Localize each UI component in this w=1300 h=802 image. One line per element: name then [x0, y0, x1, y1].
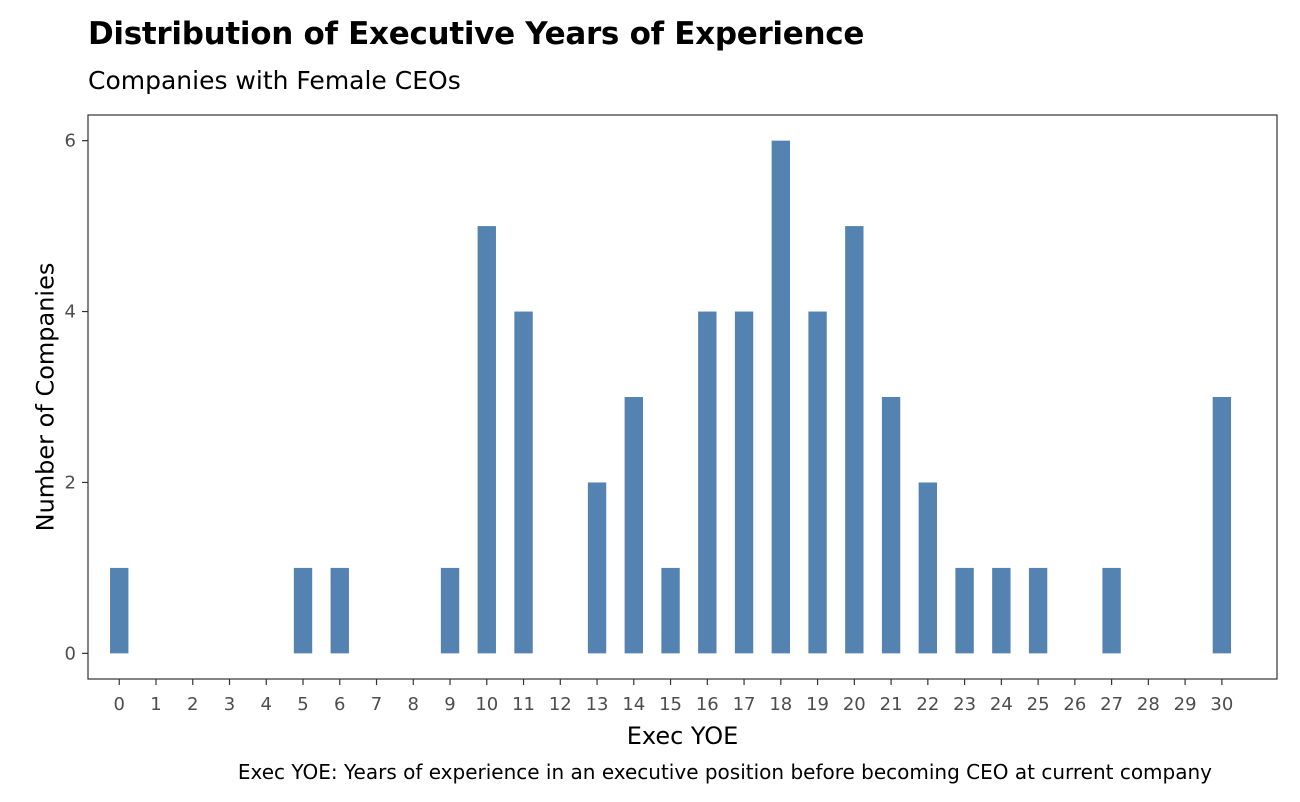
y-tick-label-2: 2 [65, 472, 76, 493]
x-tick-label-2: 2 [187, 694, 198, 715]
x-tick-label-6: 6 [334, 694, 345, 715]
x-tick-label-17: 17 [733, 694, 756, 715]
bar-19 [808, 311, 827, 654]
x-tick-label-13: 13 [586, 694, 609, 715]
x-axis: 0 1 2 3 4 5 6 7 8 9 10 11 12 13 14 15 16 17 18 19 20 21 22 23 24… [114, 679, 1233, 715]
x-tick-label-8: 8 [408, 694, 419, 715]
bar-21 [881, 397, 901, 654]
x-tick-label-29: 29 [1174, 694, 1197, 715]
x-tick-label-25: 25 [1027, 694, 1050, 715]
bar-16 [698, 311, 717, 654]
x-tick-label-11: 11 [512, 694, 535, 715]
bar-25 [1028, 567, 1048, 654]
x-tick-label-18: 18 [769, 694, 792, 715]
bars-group [110, 140, 1232, 654]
bar-10 [477, 226, 496, 654]
bar-0 [110, 567, 129, 654]
x-tick-label-27: 27 [1100, 694, 1123, 715]
x-tick-label-21: 21 [880, 694, 903, 715]
bar-6 [330, 567, 349, 654]
x-tick-label-3: 3 [224, 694, 235, 715]
y-axis-title: Number of Companies [31, 263, 59, 532]
x-tick-label-30: 30 [1210, 694, 1233, 715]
bar-30 [1212, 397, 1232, 654]
chart-caption: Exec YOE: Years of experience in an exec… [237, 760, 1212, 784]
bar-22 [918, 482, 938, 654]
bar-18 [771, 140, 791, 654]
x-tick-label-26: 26 [1063, 694, 1086, 715]
x-tick-label-0: 0 [114, 694, 125, 715]
y-tick-label-6: 6 [65, 131, 76, 152]
x-tick-label-20: 20 [843, 694, 866, 715]
x-tick-label-23: 23 [953, 694, 976, 715]
x-tick-label-14: 14 [622, 694, 645, 715]
x-tick-label-1: 1 [150, 694, 161, 715]
x-tick-label-28: 28 [1137, 694, 1160, 715]
x-tick-label-5: 5 [297, 694, 308, 715]
bar-24 [992, 567, 1011, 654]
x-tick-label-16: 16 [696, 694, 719, 715]
chart-subtitle: Companies with Female CEOs [88, 66, 461, 95]
y-tick-label-0: 0 [65, 643, 76, 664]
x-tick-label-12: 12 [549, 694, 572, 715]
plot-panel [88, 115, 1277, 679]
bar-23 [955, 567, 974, 654]
bar-14 [624, 397, 643, 654]
y-axis: 0 2 4 6 [65, 131, 88, 664]
x-tick-label-7: 7 [371, 694, 382, 715]
x-tick-label-24: 24 [990, 694, 1013, 715]
bar-20 [845, 226, 864, 654]
x-tick-label-10: 10 [475, 694, 498, 715]
bar-13 [587, 482, 607, 654]
x-tick-label-4: 4 [261, 694, 272, 715]
bar-9 [440, 567, 460, 654]
x-tick-label-15: 15 [659, 694, 682, 715]
x-tick-label-19: 19 [806, 694, 829, 715]
bar-11 [514, 311, 533, 654]
chart-title: Distribution of Executive Years of Exper… [88, 16, 865, 52]
x-tick-label-9: 9 [444, 694, 455, 715]
x-axis-title: Exec YOE [627, 722, 739, 750]
bar-15 [661, 567, 680, 654]
x-tick-label-22: 22 [916, 694, 939, 715]
bar-17 [734, 311, 754, 654]
y-tick-label-4: 4 [65, 302, 76, 323]
bar-5 [293, 567, 313, 654]
panel-border [87, 114, 1278, 680]
bar-27 [1102, 567, 1121, 654]
